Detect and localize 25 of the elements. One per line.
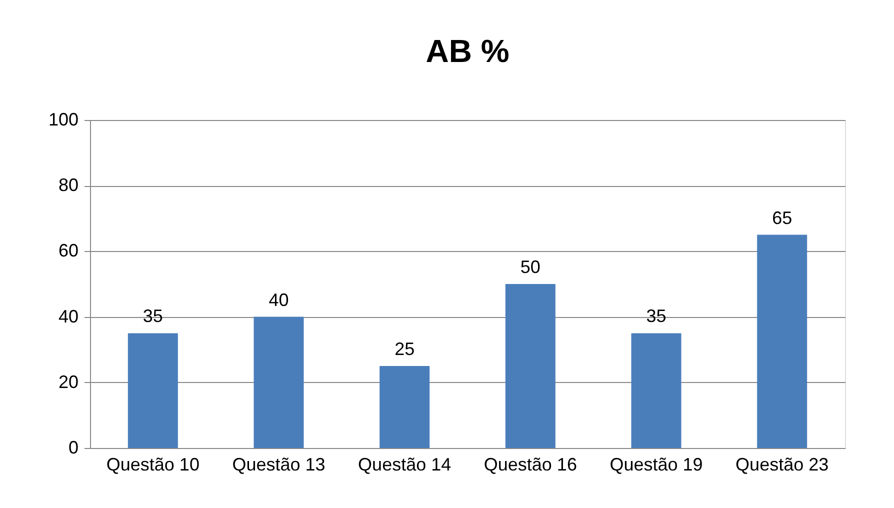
chart-title: AB % [426,33,510,69]
bar [380,366,430,448]
y-tick-label: 20 [58,372,78,392]
x-tick-label: Questão 23 [736,454,829,474]
y-tick-label: 40 [58,306,78,326]
data-label: 65 [772,208,792,228]
data-label: 35 [646,306,666,326]
y-tick-label: 60 [58,240,78,261]
data-label: 25 [394,339,415,359]
x-tick-label: Questão 19 [610,454,703,474]
x-tick-label: Questão 16 [484,454,577,474]
data-label: 40 [268,290,289,310]
bar [254,316,304,448]
bar [631,333,682,448]
x-tick-label: Questão 14 [358,454,452,474]
bar [757,234,808,448]
bar [505,284,556,448]
y-tick-label: 80 [58,175,78,196]
bar [128,333,178,448]
data-label: 50 [520,257,540,277]
y-tick-label: 0 [68,438,78,458]
x-tick-label: Questão 10 [106,454,200,474]
x-tick-label: Questão 13 [232,454,326,474]
y-tick-label: 100 [48,110,78,130]
data-label: 35 [142,306,163,326]
